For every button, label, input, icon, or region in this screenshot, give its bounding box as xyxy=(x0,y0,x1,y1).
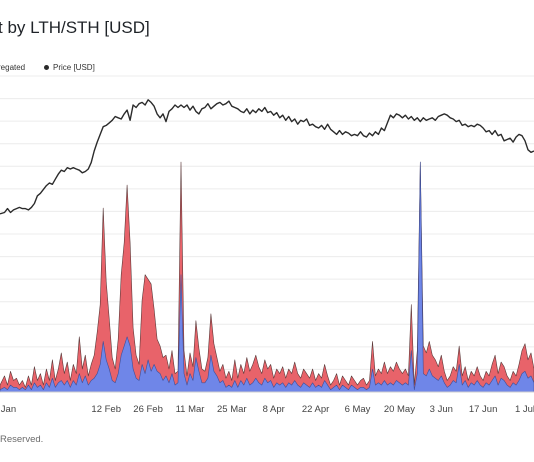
legend-label-aggregated: regated xyxy=(0,63,26,72)
x-tick-label: 11 Mar xyxy=(176,404,205,415)
price-series xyxy=(0,99,534,215)
x-tick-label: 9 Jan xyxy=(0,404,16,415)
chart-title: t by LTH/STH [USD] xyxy=(0,18,150,37)
x-tick-label: 20 May xyxy=(384,404,415,415)
price-legend-dot-icon xyxy=(44,65,49,70)
x-tick-label: 17 Jun xyxy=(469,404,498,415)
x-tick-label: 25 Mar xyxy=(217,404,247,415)
x-tick-label: 1 Jul xyxy=(515,404,534,415)
x-tick-label: 3 Jun xyxy=(430,404,453,415)
x-tick-label: 26 Feb xyxy=(133,404,163,415)
stacked-area-series xyxy=(0,161,534,393)
series-area-lth xyxy=(0,161,534,393)
legend-item-aggregated[interactable]: regated xyxy=(0,63,25,72)
x-tick-label: 22 Apr xyxy=(302,404,329,415)
footer-copyright: Reserved. xyxy=(0,434,44,445)
x-tick-label: 12 Feb xyxy=(91,404,121,415)
x-axis-tick-labels: 9 Jan 12 Feb 26 Feb 11 Mar 25 Mar 8 Apr 22 Apr… xyxy=(0,404,534,415)
series-area-sth xyxy=(0,161,534,393)
legend-item-price[interactable]: Price [USD] xyxy=(44,63,95,72)
series-line-price xyxy=(0,99,534,215)
x-tick-label: 6 May xyxy=(345,404,371,415)
x-tick-label: 8 Apr xyxy=(263,404,285,415)
legend-label-price: Price [USD] xyxy=(53,63,95,72)
